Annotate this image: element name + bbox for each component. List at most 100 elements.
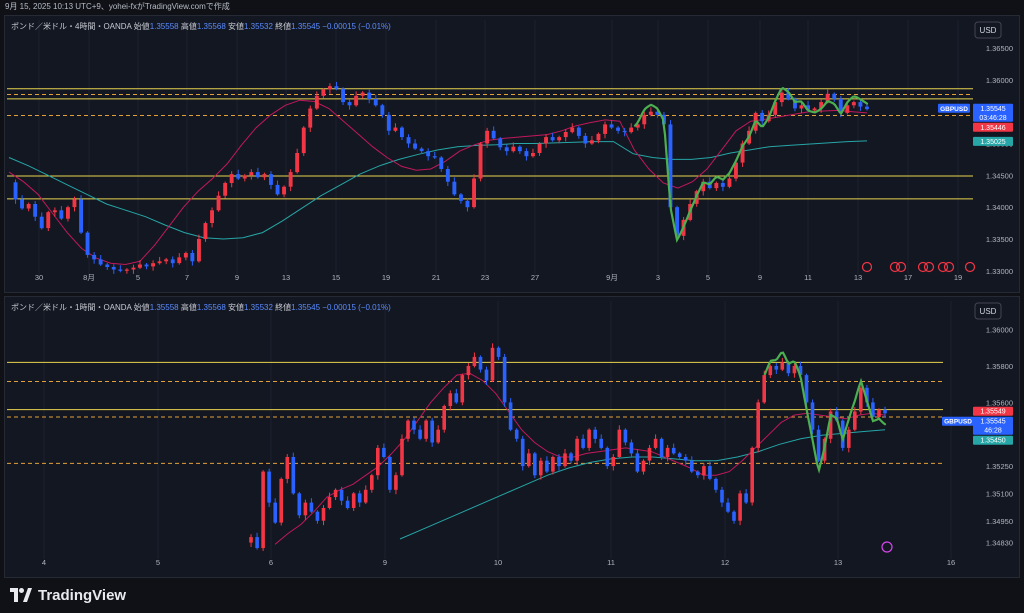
candle-body xyxy=(275,184,280,195)
candle-body xyxy=(357,493,362,503)
candle-body xyxy=(249,172,254,176)
candle-body xyxy=(793,98,797,109)
candle-body xyxy=(98,259,103,265)
candle-body xyxy=(295,153,300,173)
legend-low-label: 安値 xyxy=(226,302,244,312)
candle-body xyxy=(504,147,509,152)
economic-event-icon xyxy=(964,261,976,273)
candle-body xyxy=(859,387,863,412)
x-tick-label: 21 xyxy=(432,273,440,282)
candle-body xyxy=(853,411,857,430)
candle-body xyxy=(236,174,241,179)
candle-body xyxy=(871,402,875,417)
legend-low-label: 安値 xyxy=(226,21,244,31)
candle-body xyxy=(118,269,123,271)
candle-body xyxy=(629,442,634,454)
candle-body xyxy=(309,502,314,512)
y-tick-label: 1.34500 xyxy=(986,171,1013,180)
y-tick-label: 1.33000 xyxy=(986,267,1013,276)
chart-4h-canvas[interactable]: ポンド／米ドル・4時間・OANDA 始値1.35558 高値1.35568 安値… xyxy=(5,16,1021,294)
y-axis: 1.365001.360001.355001.350001.345001.340… xyxy=(986,44,1013,276)
candle-body xyxy=(858,102,863,107)
x-tick-label: 5 xyxy=(706,273,710,282)
candle-body xyxy=(622,130,627,133)
candle-body xyxy=(454,393,459,403)
tradingview-logo[interactable]: TradingView xyxy=(10,585,126,605)
candle-body xyxy=(502,356,507,403)
candle-body xyxy=(773,102,778,115)
candle-body xyxy=(442,406,446,430)
chart-panel-4h[interactable]: ポンド／米ドル・4時間・OANDA 始値1.35558 高値1.35568 安値… xyxy=(4,15,1020,293)
tradingview-brand-text: TradingView xyxy=(38,586,127,604)
candle-body xyxy=(288,172,293,187)
candle-body xyxy=(816,429,821,461)
candle-body xyxy=(262,174,267,178)
x-tick-label: 11 xyxy=(804,273,812,282)
legend-low: 1.35532 xyxy=(244,22,273,31)
candle-body xyxy=(708,466,712,479)
candle-body xyxy=(386,114,391,131)
candle-body xyxy=(426,151,431,157)
x-tick-label: 10 xyxy=(494,558,502,567)
candle-body xyxy=(400,127,404,138)
price-tag-value: 1.35450 xyxy=(980,438,1005,445)
candle-body xyxy=(690,460,694,472)
candle-body xyxy=(478,143,483,179)
candle-body xyxy=(774,366,779,370)
candle-body xyxy=(617,429,622,457)
candle-body xyxy=(537,143,542,153)
candle-body xyxy=(393,127,398,131)
candle-body xyxy=(570,127,575,133)
x-tick-label: 4 xyxy=(42,558,46,567)
candle-body xyxy=(345,500,350,508)
candle-body xyxy=(744,493,748,503)
chart-1h-canvas[interactable]: ポンド／米ドル・1時間・OANDA 始値1.35558 高値1.35568 安値… xyxy=(5,297,1021,579)
currency-selector-usd[interactable]: USD xyxy=(974,21,1002,39)
x-tick-label: 16 xyxy=(947,558,955,567)
candle-body xyxy=(498,138,503,148)
candle-body xyxy=(13,182,18,200)
candle-body xyxy=(611,457,616,467)
candle-body xyxy=(865,106,869,110)
candle-body xyxy=(157,261,162,264)
price-tag xyxy=(973,136,1013,146)
moving-average-fast-line xyxy=(8,99,868,266)
event-markers xyxy=(861,261,976,273)
candle-body xyxy=(478,356,483,370)
price-tag-value: 1.35025 xyxy=(980,139,1005,146)
x-tick-label: 19 xyxy=(382,273,390,282)
horizontal-levels xyxy=(7,88,973,200)
chart-legend: ポンド／米ドル・1時間・OANDA 始値1.35558 高値1.35568 安値… xyxy=(11,302,391,312)
candle-body xyxy=(285,457,290,479)
candle-body xyxy=(183,253,188,258)
candle-body xyxy=(596,133,601,141)
candle-body xyxy=(465,200,470,208)
x-tick-label: 9 xyxy=(758,273,762,282)
price-tag-value: 1.35549 xyxy=(980,409,1005,416)
candle-body xyxy=(563,453,567,467)
x-tick-label: 11 xyxy=(607,558,615,567)
candle-body xyxy=(593,429,597,439)
candle-body xyxy=(79,199,83,233)
horizontal-levels xyxy=(7,361,943,464)
legend-title: ポンド／米ドル・4時間・OANDA xyxy=(11,21,134,31)
candle-body xyxy=(382,447,386,457)
candle-body xyxy=(609,124,614,128)
candle-body xyxy=(85,232,90,255)
x-tick-label: 8月 xyxy=(83,273,95,282)
legend-low: 1.35532 xyxy=(244,303,273,312)
price-tag-value: 1.35446 xyxy=(980,125,1005,132)
candle-body xyxy=(279,478,283,523)
x-tick-label: 6 xyxy=(269,558,273,567)
candle-body xyxy=(642,114,647,125)
currency-selector-usd[interactable]: USD xyxy=(974,302,1002,320)
candle-body xyxy=(321,89,326,96)
candle-body xyxy=(557,137,562,141)
price-tag-countdown: 46:28 xyxy=(984,428,1002,435)
y-tick-label: 1.33500 xyxy=(986,235,1013,244)
candle-body xyxy=(144,264,149,267)
candle-body xyxy=(452,181,457,195)
candle-body xyxy=(825,93,830,103)
chart-panel-1h[interactable]: ポンド／米ドル・1時間・OANDA 始値1.35558 高値1.35568 安値… xyxy=(4,296,1020,578)
candle-body xyxy=(792,366,797,374)
